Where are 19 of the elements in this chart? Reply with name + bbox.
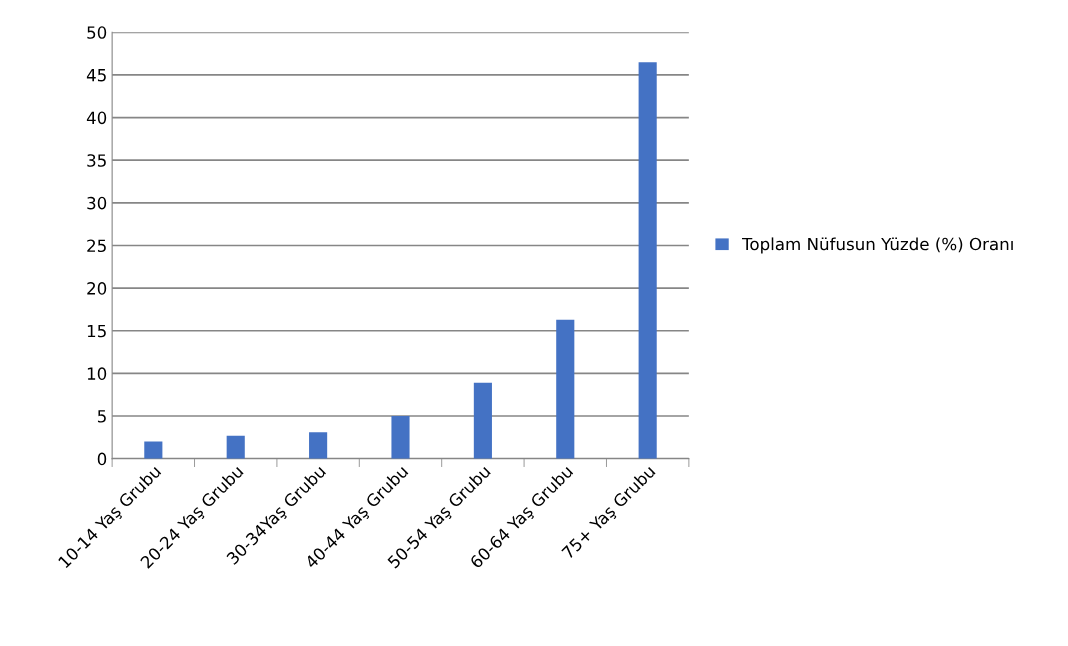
legend-label: Toplam Nüfusun Yüzde (%) Oranı <box>742 237 1013 254</box>
y-tick-label: 25 <box>87 239 106 253</box>
bar <box>226 435 245 459</box>
y-tick-label: 20 <box>87 282 107 295</box>
y-tick-label: 10 <box>87 367 107 380</box>
y-tick-label: 30 <box>87 196 107 210</box>
y-tick-label: 40 <box>86 111 107 125</box>
y-tick-label: 50 <box>87 26 107 39</box>
bar <box>556 319 575 459</box>
bar <box>638 62 657 459</box>
y-tick-label: 0 <box>97 452 107 466</box>
bar <box>144 441 163 459</box>
bar <box>309 432 328 459</box>
y-tick-label: 45 <box>86 69 106 82</box>
y-tick-label: 5 <box>97 410 106 423</box>
bar <box>391 416 410 459</box>
bar <box>473 382 492 459</box>
y-tick-label: 15 <box>87 324 106 338</box>
y-tick-label: 35 <box>87 154 106 167</box>
